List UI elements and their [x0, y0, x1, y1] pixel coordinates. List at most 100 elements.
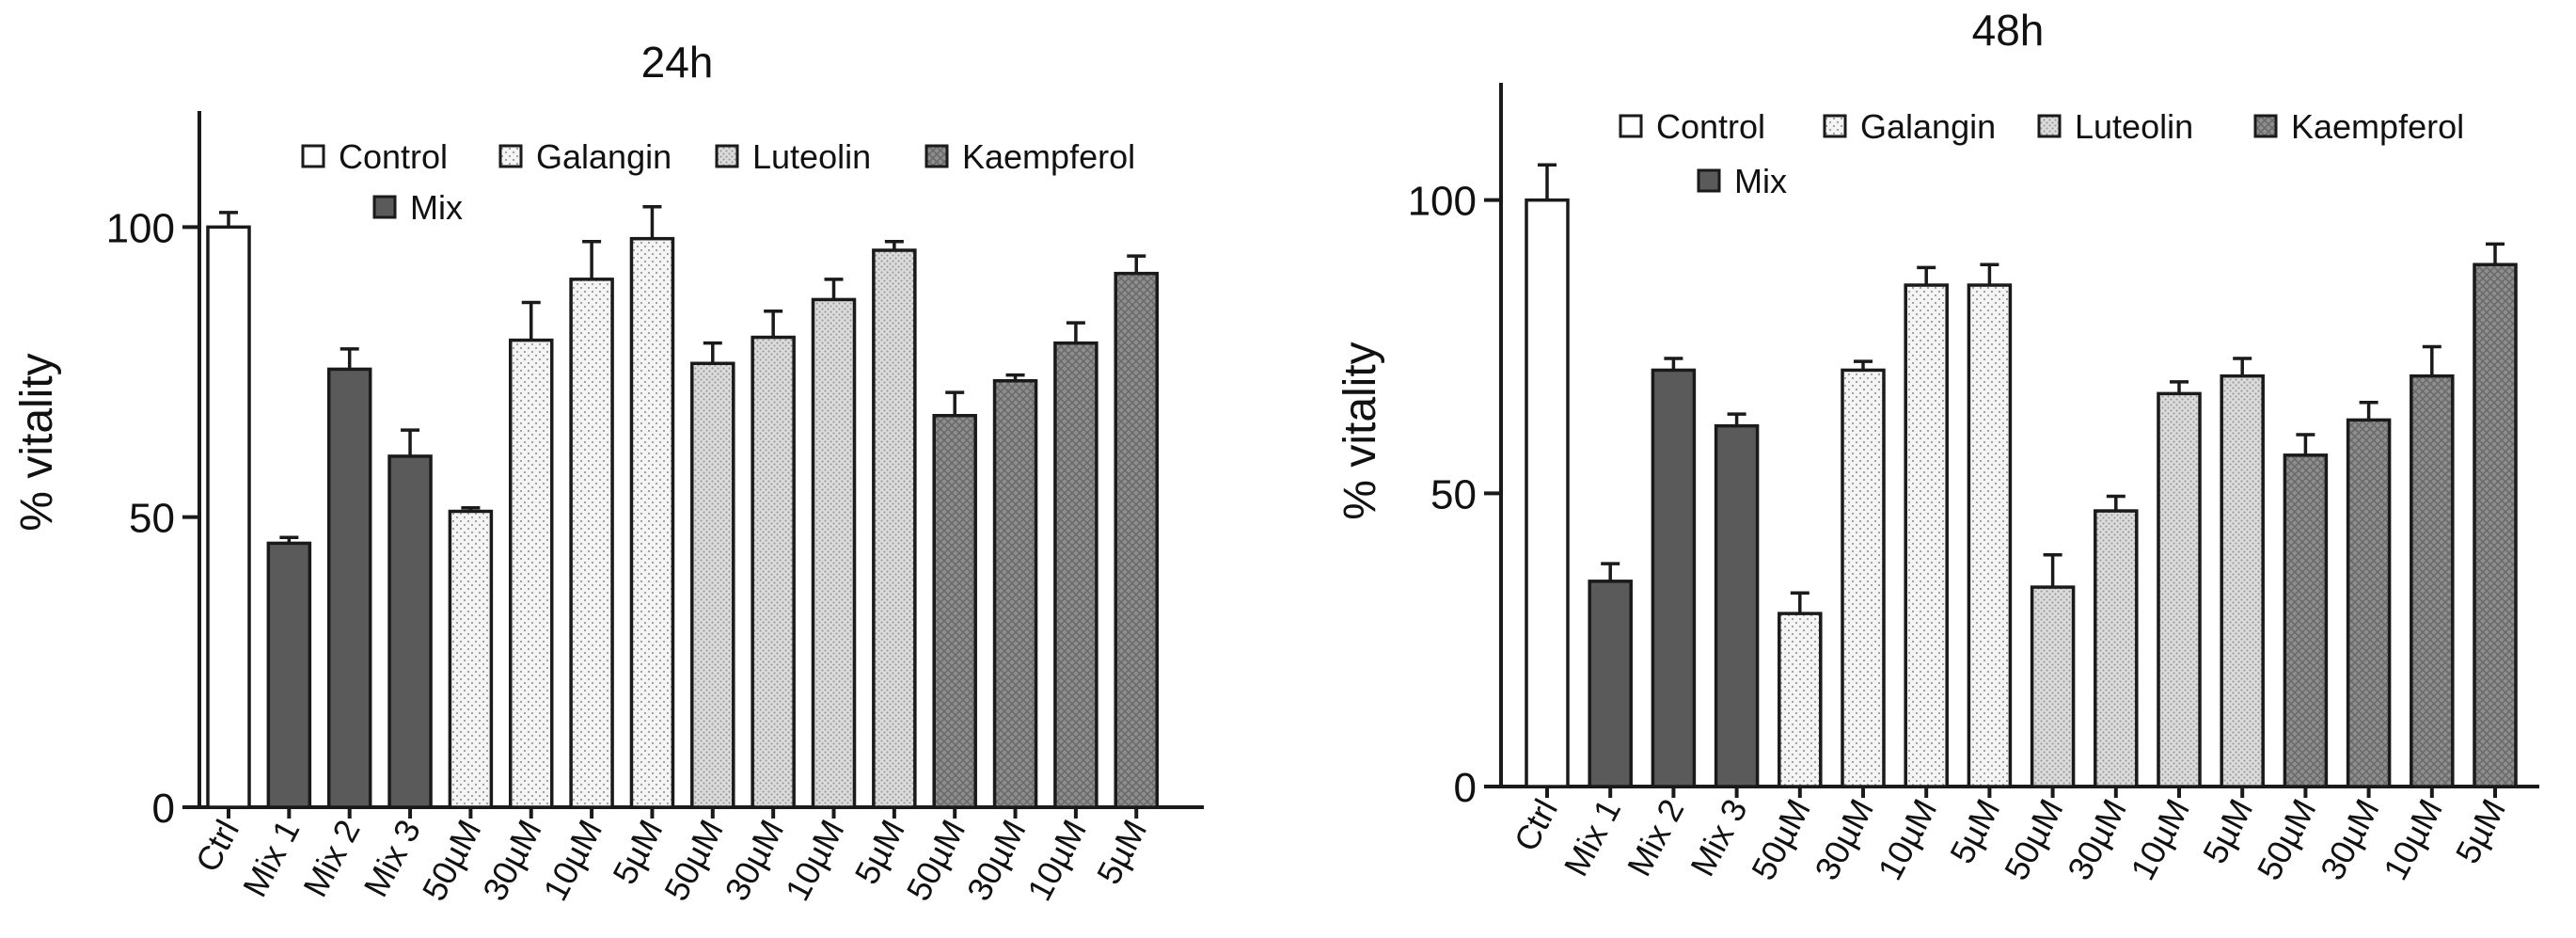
bar-control	[1525, 198, 1570, 788]
x-tick-label: 50µM	[2250, 793, 2324, 886]
legend-label-luteolin: Luteolin	[752, 137, 871, 176]
bar-galangin	[1967, 283, 2013, 788]
bar-luteolin	[751, 335, 796, 809]
error-bar	[521, 300, 541, 341]
x-tick-label: 10µM	[535, 814, 609, 907]
error-bar	[2296, 433, 2315, 455]
error-bar	[1538, 163, 1557, 200]
x-tick-label: 50µM	[898, 814, 972, 907]
error-bar	[2359, 400, 2378, 421]
error-bar	[582, 240, 602, 279]
legend-swatch-kaempferol	[925, 144, 949, 168]
error-bar	[2233, 357, 2252, 376]
x-tick-label: 50µM	[1997, 793, 2071, 886]
bar-luteolin	[2157, 391, 2202, 788]
bar-luteolin	[811, 297, 857, 809]
legend-label-luteolin: Luteolin	[2075, 107, 2193, 146]
bar-luteolin	[872, 248, 917, 809]
legend-label-mix: Mix	[410, 188, 463, 227]
error-bar	[1005, 373, 1025, 381]
error-bar	[1066, 321, 1085, 343]
bar-control	[206, 225, 251, 809]
bar-galangin	[1778, 612, 1823, 788]
bar-kaempferol	[2473, 262, 2518, 788]
bar-galangin	[569, 278, 614, 809]
error-bar	[1790, 591, 1810, 614]
bar-luteolin	[2220, 374, 2265, 788]
legend-swatch-galangin	[1823, 114, 1847, 138]
legend-label-kaempferol: Kaempferol	[962, 137, 1135, 176]
bar-kaempferol	[932, 414, 977, 809]
error-bar	[1980, 262, 1999, 286]
y-tick-label: 100	[1408, 179, 1477, 225]
bar-mix	[266, 541, 312, 809]
bar-mix	[1651, 368, 1697, 788]
x-tick-label: Mix 2	[295, 814, 368, 903]
x-tick-label: 10µM	[778, 814, 852, 907]
y-axis-label: % vitality	[1335, 342, 1385, 519]
legend-label-control: Control	[1656, 107, 1765, 146]
x-tick-label: 10µM	[2376, 793, 2450, 886]
x-tick-label: Mix 1	[235, 814, 308, 903]
x-tick-label: 5µM	[1942, 793, 2007, 870]
y-tick-label: 100	[106, 205, 175, 251]
error-bar	[2043, 553, 2062, 588]
legend-label-control: Control	[339, 137, 448, 176]
legend-swatch-control	[301, 144, 325, 168]
y-tick-label: 0	[152, 786, 175, 832]
bar-galangin	[1904, 283, 1949, 788]
y-axis-label: % vitality	[12, 353, 62, 531]
error-bar	[642, 205, 662, 239]
error-bar	[1727, 412, 1746, 426]
x-tick-label: 50µM	[415, 814, 489, 907]
error-bar	[2106, 494, 2126, 512]
bar-galangin	[509, 338, 554, 809]
chart-title: 48h	[1972, 6, 2045, 55]
error-bar	[401, 428, 420, 456]
legend-label-mix: Mix	[1734, 162, 1787, 200]
bar-mix	[387, 454, 433, 809]
legend-swatch-luteolin	[715, 144, 739, 168]
x-tick-label: Mix 1	[1557, 793, 1629, 882]
legend-swatch-luteolin	[2037, 114, 2062, 138]
legend-swatch-mix	[1697, 168, 1721, 193]
y-tick-label: 50	[1430, 471, 1477, 517]
legend-label-galangin: Galangin	[1860, 107, 1996, 146]
bar-galangin	[448, 509, 494, 809]
error-bar	[1854, 359, 1873, 371]
error-bar	[1601, 562, 1620, 581]
x-tick-label: Ctrl	[1507, 793, 1565, 858]
error-bar	[340, 347, 359, 370]
x-tick-label: 30µM	[1807, 793, 1881, 886]
x-tick-label: 30µM	[2313, 793, 2387, 886]
x-tick-label: 5µM	[1089, 814, 1154, 891]
error-bar	[764, 310, 783, 338]
x-tick-label: Mix 2	[1620, 793, 1692, 882]
x-tick-label: 30µM	[2060, 793, 2134, 886]
x-tick-label: 50µM	[1744, 793, 1818, 886]
x-tick-label: 30µM	[475, 814, 549, 907]
legend-swatch-mix	[372, 195, 397, 219]
bar-mix	[326, 367, 372, 809]
bar-luteolin	[690, 361, 735, 809]
error-bar	[1917, 265, 1936, 286]
bar-galangin	[629, 236, 675, 809]
error-bar	[884, 240, 904, 250]
y-tick-label: 0	[1454, 765, 1477, 811]
bar-mix	[1588, 580, 1633, 788]
chart-title: 24h	[641, 38, 714, 87]
bar-kaempferol	[992, 379, 1038, 809]
error-bar	[2422, 344, 2442, 376]
x-tick-label: 10µM	[1019, 814, 1094, 907]
error-bar	[1127, 254, 1146, 274]
error-bar	[2486, 242, 2505, 265]
bar-kaempferol	[1114, 271, 1159, 809]
x-tick-label: 10µM	[2123, 793, 2197, 886]
x-tick-label: Ctrl	[188, 814, 246, 879]
bar-galangin	[1841, 368, 1886, 788]
bar-kaempferol	[1053, 341, 1098, 809]
x-tick-label: 5µM	[2448, 793, 2513, 870]
error-bar	[703, 341, 722, 364]
